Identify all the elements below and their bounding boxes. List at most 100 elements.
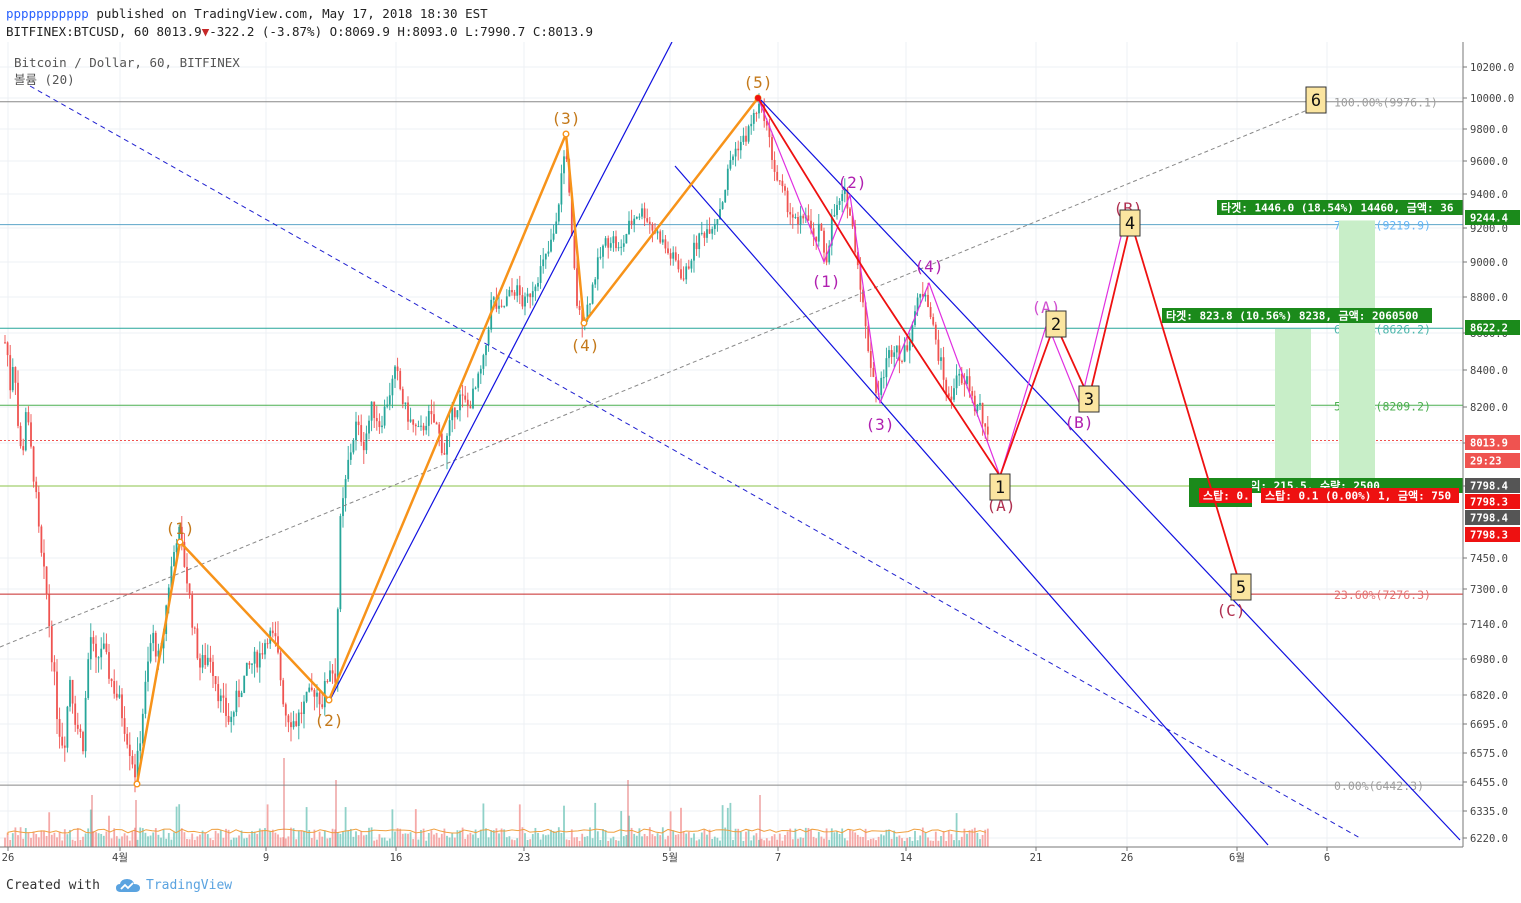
count-box: 1 [989, 473, 1011, 501]
created-with-text: Created with [6, 878, 100, 893]
volume-bar [391, 809, 394, 847]
wave-label-b-forecast: (B) [1065, 413, 1094, 432]
volume-bar [677, 834, 680, 847]
time-tick-label: 14 [900, 852, 913, 864]
candle-body [529, 293, 532, 298]
candle-body [157, 650, 160, 657]
volume-bar [708, 829, 711, 847]
candle-body [316, 692, 318, 697]
candle-body [409, 419, 412, 422]
candle-body [261, 653, 264, 655]
candle-body [154, 632, 157, 657]
price-marker-bg [1465, 527, 1520, 542]
candle-body [251, 663, 253, 665]
candle-body [48, 594, 51, 627]
candle-body [752, 113, 755, 124]
volume-bar [885, 829, 888, 847]
candle-body [651, 224, 654, 231]
volume-bar [875, 840, 877, 847]
candle-body [711, 228, 714, 234]
candle-body [22, 446, 25, 451]
username-link[interactable]: ppppppppppp [6, 6, 89, 21]
volume-bar [791, 839, 794, 847]
volume-bar [781, 840, 784, 847]
volume-bar [118, 838, 121, 847]
volume-bar [867, 840, 870, 847]
volume-bar [732, 840, 734, 847]
volume-bar [438, 837, 441, 847]
candle-body [851, 215, 854, 227]
candle-body [427, 411, 430, 426]
candle-body [885, 358, 888, 378]
volume-bar [212, 840, 214, 847]
volume-bar [760, 838, 763, 847]
volume-bar [919, 835, 922, 847]
volume-bar [659, 835, 662, 847]
candle-body [586, 304, 589, 321]
stop-label-1: 스탑: 0. [1199, 488, 1252, 503]
price-marker: 7798.3 [1465, 494, 1520, 509]
candle-body [134, 764, 136, 778]
volume-bar [331, 828, 334, 847]
time-axis[interactable]: 26 4월 9 16 23 5월 7 14 21 26 6월 6 [0, 846, 1521, 873]
volume-bar [100, 833, 103, 847]
wave-label-a: (A) [987, 496, 1016, 515]
candle-body [336, 609, 339, 683]
candle-body [737, 148, 740, 151]
blue-dashed-trendline [29, 85, 1361, 839]
candle-body [17, 382, 19, 426]
price-axis[interactable]: 10200.0 10000.0 9800.0 9600.0 9400.0 9200.0 90… [1462, 42, 1521, 847]
candle-body [191, 594, 194, 628]
stop-label-1-text: 스탑: 0. [1203, 490, 1250, 503]
candle-body [849, 208, 851, 216]
candle-body [443, 453, 446, 455]
volume-bar [126, 835, 129, 847]
volume-bar [71, 839, 74, 847]
volume-bar [199, 834, 201, 847]
volume-bar [888, 829, 890, 847]
volume-bar [765, 838, 768, 847]
orange-impulse-wave [135, 97, 759, 785]
volume-bar [968, 830, 971, 847]
tradingview-link[interactable]: TradingView [146, 878, 233, 893]
candle-body [516, 285, 519, 296]
price-marker: 7798.4 [1465, 478, 1520, 493]
price-tick-label: 6695.0 [1470, 719, 1508, 731]
candle-body [271, 630, 274, 634]
volume-bar [381, 837, 383, 847]
price-marker-text: 7798.3 [1470, 497, 1508, 509]
volume-bar [823, 838, 825, 847]
volume-bar [63, 829, 66, 847]
volume-bar [427, 832, 430, 847]
volume-bar [586, 836, 589, 847]
volume-bar [651, 834, 654, 847]
volume-bar [789, 828, 792, 847]
candle-body [721, 202, 724, 210]
volume-bar [173, 832, 175, 847]
volume-bar [6, 832, 9, 847]
candle-body [284, 704, 287, 716]
volume-bar [661, 827, 664, 847]
candle-body [830, 216, 833, 246]
candle-body [719, 209, 721, 220]
candle-body [321, 704, 324, 708]
candle-body [201, 655, 204, 668]
volume-bar [134, 827, 136, 847]
candle-body [14, 367, 17, 383]
candle-body [446, 435, 448, 455]
volume-bar [534, 827, 537, 847]
candle-body [4, 342, 6, 344]
candle-body [815, 236, 818, 242]
volume-bar [698, 839, 701, 847]
candle-body [677, 260, 680, 270]
volume-bar [984, 829, 987, 847]
volume-bar [266, 804, 269, 847]
volume-bar [511, 839, 513, 847]
volume-bar [414, 809, 417, 847]
volume-bar [526, 839, 529, 847]
candle-body [828, 245, 831, 263]
volume-bar [625, 834, 628, 847]
volume-bar [583, 836, 586, 847]
price-marker: 7798.4 [1465, 510, 1520, 525]
